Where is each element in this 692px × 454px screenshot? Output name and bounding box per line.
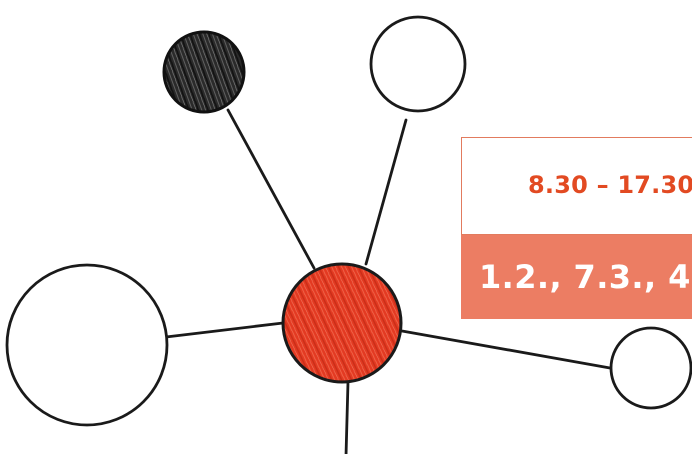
edge-right: [400, 329, 612, 370]
dates-panel: 1.2., 7.3., 4.4.: [461, 235, 692, 319]
time-panel: 8.30 – 17.30: [461, 137, 692, 235]
node-right: [609, 326, 692, 410]
edge-top: [364, 118, 408, 266]
node-left: [5, 263, 169, 427]
dates-label: 1.2., 7.3., 4.4.: [479, 258, 692, 296]
node-top: [369, 15, 467, 113]
edge-top-left: [226, 108, 316, 270]
node-top-left: [162, 30, 246, 114]
node-hub: [281, 262, 403, 384]
time-label: 8.30 – 17.30: [528, 171, 692, 199]
edge-bottom: [344, 380, 350, 454]
edge-left: [164, 321, 285, 339]
